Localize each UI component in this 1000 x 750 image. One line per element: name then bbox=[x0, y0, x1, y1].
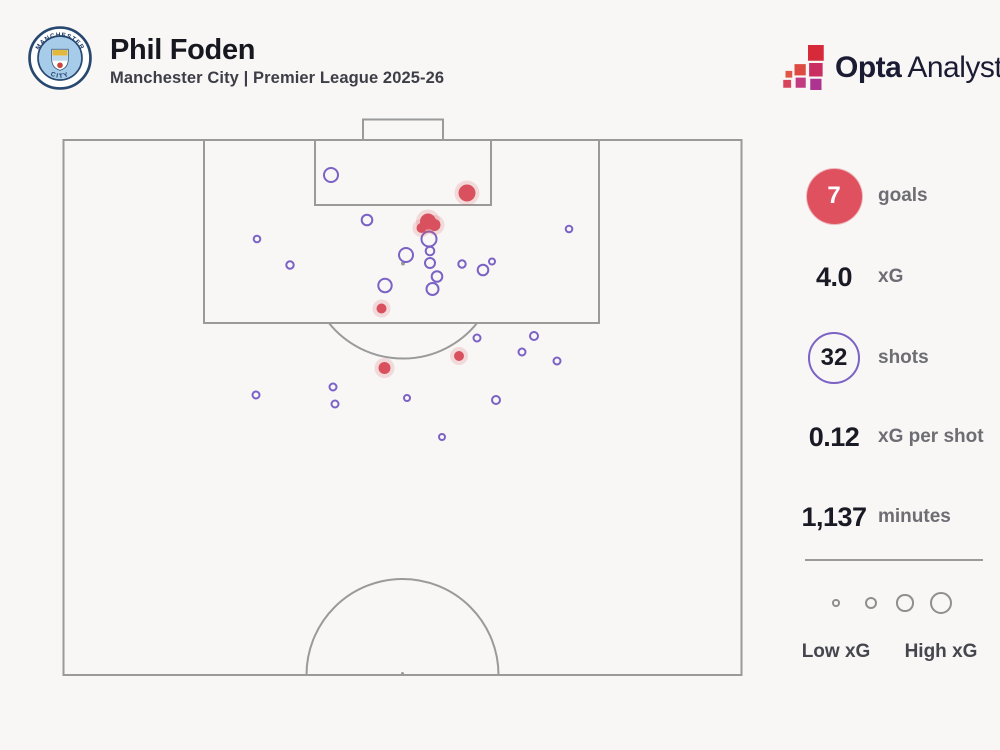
pitch-boundary bbox=[62, 139, 743, 676]
shot-marker bbox=[330, 399, 340, 409]
legend-size-dot bbox=[832, 599, 840, 607]
crest-shield bbox=[51, 48, 69, 71]
stat-row-goals: 7 goals bbox=[796, 168, 928, 224]
page-title: Phil Foden bbox=[110, 34, 256, 66]
goals-count-circle: 7 bbox=[806, 168, 862, 224]
shot-marker bbox=[430, 270, 444, 283]
xg-value: 4.0 bbox=[815, 261, 853, 292]
shot-marker bbox=[552, 356, 562, 366]
goal-marker bbox=[416, 223, 427, 233]
svg-text:CITY: CITY bbox=[49, 71, 70, 80]
xg-legend-labels: Low xG High xG bbox=[796, 641, 996, 665]
goal-marker bbox=[376, 303, 387, 314]
xg-size-legend bbox=[796, 592, 996, 614]
shot-marker bbox=[472, 333, 482, 343]
shot-marker bbox=[424, 257, 436, 269]
shot-marker bbox=[424, 245, 436, 257]
stat-row-xg-per-shot: 0.12 xG per shot bbox=[796, 409, 984, 465]
six-yard-box bbox=[314, 139, 492, 206]
shot-marker bbox=[491, 395, 501, 405]
shot-marker bbox=[252, 234, 262, 244]
legend-size-dot bbox=[930, 592, 952, 614]
legend-divider bbox=[805, 559, 983, 561]
shot-marker bbox=[517, 347, 527, 357]
legend-size-dot bbox=[864, 596, 878, 610]
legend-low-label: Low xG bbox=[801, 641, 871, 662]
pitch-lines bbox=[62, 118, 743, 676]
minutes-label: minutes bbox=[878, 506, 951, 527]
opta-squares-icon bbox=[783, 45, 824, 90]
shot-marker bbox=[377, 277, 393, 294]
penalty-area bbox=[203, 139, 600, 324]
shot-marker bbox=[529, 331, 539, 341]
stat-row-xg: 4.0 xG bbox=[796, 249, 903, 305]
shot-marker bbox=[564, 224, 574, 234]
centre-spot bbox=[401, 672, 404, 675]
shot-marker bbox=[488, 257, 496, 266]
goal-marker bbox=[458, 184, 476, 202]
goal-frame bbox=[362, 118, 444, 141]
brand-name-bold: Opta bbox=[835, 50, 902, 84]
shot-marker bbox=[360, 213, 374, 227]
goals-label: goals bbox=[878, 185, 928, 206]
shot-marker bbox=[328, 382, 338, 392]
manchester-city-crest: MANCHESTER CITY bbox=[28, 26, 92, 90]
xg-per-shot-label: xG per shot bbox=[878, 426, 984, 447]
stat-row-shots: 32 shots bbox=[796, 330, 929, 386]
shots-count-circle: 32 bbox=[808, 332, 860, 384]
minutes-value: 1,137 bbox=[801, 501, 867, 532]
shot-markers-layer bbox=[251, 167, 574, 441]
crest-bottom-text: CITY bbox=[49, 71, 69, 80]
goals-badge-wrap: 7 bbox=[796, 168, 872, 224]
goal-marker bbox=[454, 351, 464, 361]
goal-marker bbox=[428, 219, 441, 231]
xg-label: xG bbox=[878, 266, 904, 287]
shot-marker bbox=[398, 247, 414, 263]
shots-badge-wrap: 32 bbox=[796, 332, 872, 384]
stat-row-minutes: 1,137 minutes bbox=[796, 489, 951, 545]
penalty-arc bbox=[328, 322, 478, 360]
legend-high-label: High xG bbox=[904, 641, 978, 662]
brand-name-light: Analyst bbox=[907, 50, 1000, 84]
shot-marker bbox=[476, 263, 490, 277]
shot-marker bbox=[457, 259, 467, 269]
shot-marker bbox=[251, 390, 261, 400]
shot-marker bbox=[438, 433, 446, 441]
shots-label: shots bbox=[878, 347, 929, 368]
brand-wordmark: Opta Analyst bbox=[835, 51, 1000, 85]
centre-circle-arc bbox=[305, 578, 500, 676]
goal-marker bbox=[378, 362, 391, 374]
shot-marker bbox=[285, 260, 295, 270]
shot-marker bbox=[403, 394, 411, 402]
shot-marker bbox=[323, 167, 339, 183]
page-subtitle: Manchester City | Premier League 2025-26 bbox=[110, 69, 445, 87]
xg-per-shot-value: 0.12 bbox=[808, 421, 860, 452]
opta-analyst-logo: Opta Analyst bbox=[781, 45, 1000, 90]
shot-marker bbox=[425, 282, 440, 296]
legend-size-dot bbox=[896, 594, 914, 612]
